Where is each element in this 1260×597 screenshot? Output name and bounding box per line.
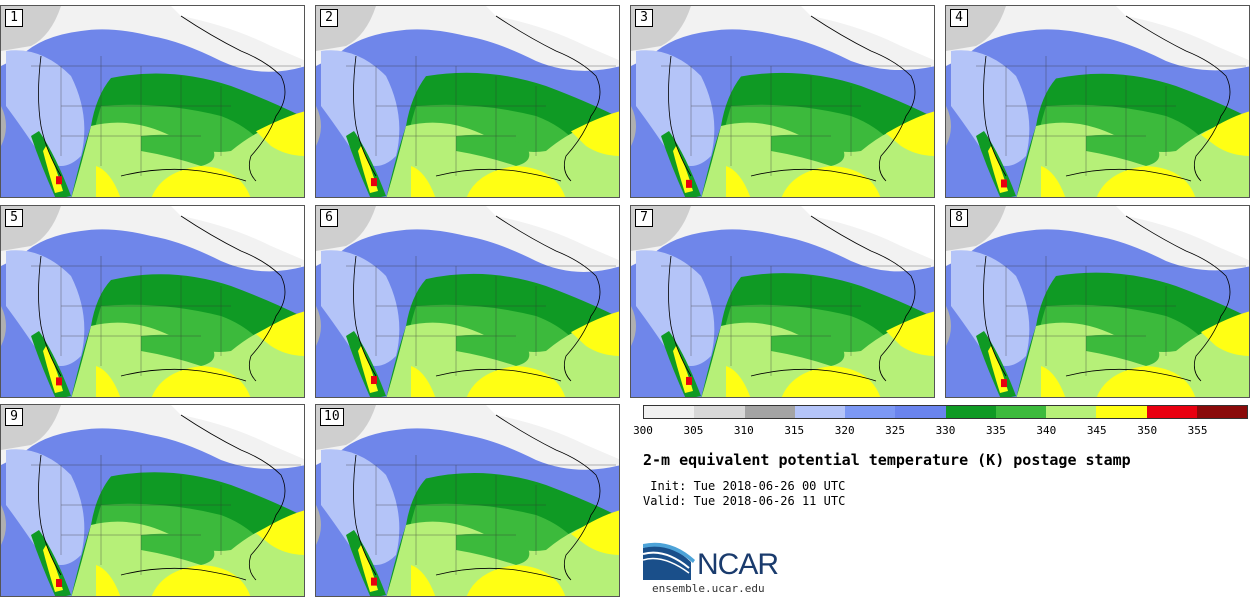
colorbar-segment — [995, 406, 1046, 418]
stamp-member-label: 2 — [320, 9, 338, 27]
colorbar — [643, 405, 1248, 419]
ncar-wordmark: NCAR — [697, 548, 779, 581]
ncar-url: ensemble.ucar.edu — [652, 582, 765, 595]
colorbar-segment — [945, 406, 996, 418]
colorbar-segment — [1046, 406, 1097, 418]
stamp-member-label: 4 — [950, 9, 968, 27]
colorbar-segment — [895, 406, 946, 418]
stamp-member-label: 7 — [635, 209, 653, 227]
postage-stamp-map: 5 — [0, 205, 305, 398]
colorbar-label: 340 — [1036, 424, 1057, 437]
stamp-member-label: 3 — [635, 9, 653, 27]
postage-stamp-map: 10 — [315, 404, 620, 597]
colorbar-segment — [845, 406, 896, 418]
stamp-member-label: 10 — [320, 408, 344, 426]
init-time: Init: Tue 2018-06-26 00 UTC — [643, 479, 846, 493]
colorbar-segment — [744, 406, 795, 418]
colorbar-label: 330 — [935, 424, 956, 437]
ncar-logo-icon — [643, 542, 695, 580]
colorbar-labels: 300 305 310 315 320 325 330 335 340 345 350 355 — [633, 424, 1248, 438]
colorbar-label: 310 — [733, 424, 754, 437]
postage-stamp-map: 6 — [315, 205, 620, 398]
postage-stamp-map: 2 — [315, 5, 620, 198]
postage-stamp-map: 4 — [945, 5, 1250, 198]
stamp-member-label: 6 — [320, 209, 338, 227]
colorbar-segment — [1146, 406, 1197, 418]
postage-stamp-map: 3 — [630, 5, 935, 198]
stamp-member-label: 5 — [5, 209, 23, 227]
postage-stamp-map: 7 — [630, 205, 935, 398]
colorbar-label: 320 — [834, 424, 855, 437]
colorbar-segment — [644, 406, 695, 418]
stamp-member-label: 8 — [950, 209, 968, 227]
colorbar-label: 325 — [885, 424, 906, 437]
colorbar-segment — [794, 406, 845, 418]
valid-time: Valid: Tue 2018-06-26 11 UTC — [643, 494, 846, 508]
postage-stamp-map: 8 — [945, 205, 1250, 398]
colorbar-label: 305 — [683, 424, 704, 437]
colorbar-label: 335 — [985, 424, 1006, 437]
colorbar-label: 345 — [1086, 424, 1107, 437]
colorbar-label: 300 — [633, 424, 653, 437]
colorbar-segment — [1096, 406, 1147, 418]
postage-stamp-map: 1 — [0, 5, 305, 198]
postage-stamp-map: 9 — [0, 404, 305, 597]
colorbar-label: 350 — [1137, 424, 1158, 437]
colorbar-label: 315 — [784, 424, 805, 437]
colorbar-label: 355 — [1187, 424, 1208, 437]
stamp-member-label: 9 — [5, 408, 23, 426]
colorbar-segment — [694, 406, 745, 418]
colorbar-segment — [1196, 406, 1247, 418]
figure-title: 2-m equivalent potential temperature (K)… — [643, 451, 1131, 469]
stamp-member-label: 1 — [5, 9, 23, 27]
